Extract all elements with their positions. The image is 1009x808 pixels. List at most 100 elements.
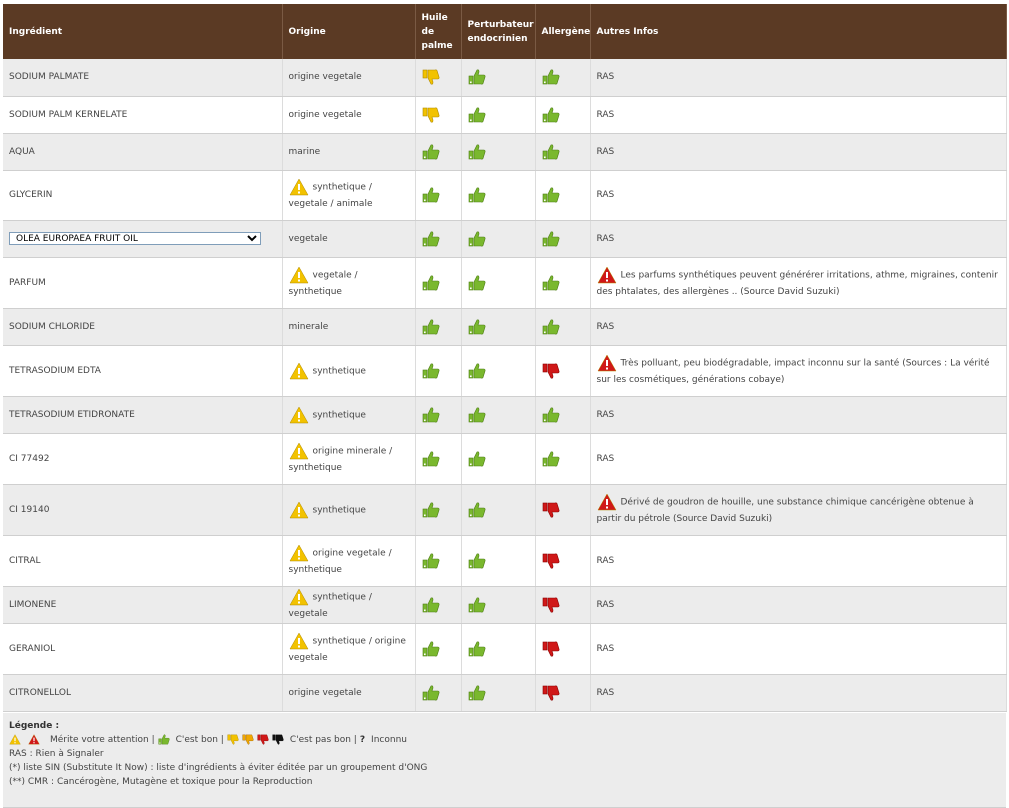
thumbs-up-icon xyxy=(542,450,560,466)
thumbs-up-icon xyxy=(422,187,440,203)
origine-text: origine vegetale / synthetique xyxy=(288,548,392,575)
thumbs-up-icon xyxy=(422,230,440,246)
thumbs-up-icon xyxy=(468,362,486,378)
ingredient-name: TETRASODIUM EDTA xyxy=(9,365,101,376)
table-row: LIMONENE synthetique / vegetale RAS xyxy=(3,586,1007,624)
autres-text: Très polluant, peu biodégradable, impact… xyxy=(596,358,990,385)
table-body: SODIUM PALMATE origine vegetale RAS SODIUM … xyxy=(3,59,1007,712)
allergene-cell xyxy=(535,433,591,485)
warning-yellow-icon xyxy=(289,543,313,561)
origine-text: origine vegetale xyxy=(288,72,362,83)
legend-title: Légende : xyxy=(9,721,60,731)
legend-bad: C'est pas bon | xyxy=(289,735,357,745)
perturbateur-cell xyxy=(461,433,536,485)
origine-cell: origine vegetale / synthetique xyxy=(282,535,416,587)
autres-text: RAS xyxy=(596,599,615,610)
warning-red-icon xyxy=(597,265,621,283)
ingredient-name: LIMONENE xyxy=(9,599,57,610)
autres-cell: RAS xyxy=(590,674,1007,712)
huile-cell xyxy=(415,396,462,434)
perturbateur-cell xyxy=(461,220,536,258)
perturbateur-cell xyxy=(461,308,536,346)
allergene-cell xyxy=(535,586,591,624)
header-allergene: Allergène xyxy=(535,4,591,59)
table-row: AQUA marine RAS xyxy=(3,133,1007,171)
table-row: SODIUM PALM KERNELATE origine vegetale RAS xyxy=(3,96,1007,134)
thumbs-up-icon xyxy=(422,143,440,159)
origine-cell: vegetale / synthetique xyxy=(282,257,416,309)
perturbateur-cell xyxy=(461,674,536,712)
allergene-cell xyxy=(535,396,591,434)
thumbs-up-icon xyxy=(422,684,440,700)
thumbs-down-icon xyxy=(542,685,560,701)
thumbs-up-icon xyxy=(422,362,440,378)
ingredient-cell: SODIUM PALMATE xyxy=(3,59,283,97)
huile-cell xyxy=(415,96,462,134)
warning-yellow-icon xyxy=(289,587,313,605)
huile-cell xyxy=(415,257,462,309)
autres-cell: RAS xyxy=(590,133,1007,171)
origine-text: synthetique / origine vegetale xyxy=(288,636,406,663)
autres-text: RAS xyxy=(596,321,615,332)
ingredient-name: TETRASODIUM ETIDRONATE xyxy=(9,409,135,420)
origine-cell: minerale xyxy=(282,308,416,346)
table-row: PARFUM vegetale / synthetique Les parfums … xyxy=(3,257,1007,309)
table-row: TETRASODIUM ETIDRONATE synthetique RAS xyxy=(3,396,1007,434)
allergene-cell xyxy=(535,96,591,134)
perturbateur-cell xyxy=(461,396,536,434)
origine-text: origine vegetale xyxy=(288,109,362,120)
autres-cell: RAS xyxy=(590,96,1007,134)
thumbs-up-icon xyxy=(468,552,486,568)
autres-text: RAS xyxy=(596,409,615,420)
origine-cell: marine xyxy=(282,133,416,171)
thumbs-down-icon xyxy=(542,502,560,518)
autres-text: RAS xyxy=(596,643,615,654)
thumbs-up-icon xyxy=(422,552,440,568)
ingredient-select[interactable]: OLEA EUROPAEA FRUIT OIL xyxy=(9,232,261,245)
warning-yellow-icon xyxy=(289,361,313,379)
ingredient-cell: PARFUM xyxy=(3,257,283,309)
allergene-cell xyxy=(535,674,591,712)
table-row: SODIUM PALMATE origine vegetale RAS xyxy=(3,59,1007,97)
legend-ras: RAS : Rien à Signaler xyxy=(9,749,104,759)
thumbs-down-icon xyxy=(422,107,440,123)
huile-cell xyxy=(415,484,462,536)
allergene-cell xyxy=(535,257,591,309)
ingredient-name: AQUA xyxy=(9,146,35,157)
autres-text: RAS xyxy=(596,109,615,120)
perturbateur-cell xyxy=(461,96,536,134)
warning-yellow-icon xyxy=(289,631,313,649)
autres-text: RAS xyxy=(596,233,615,244)
huile-cell xyxy=(415,133,462,171)
thumbs-up-icon xyxy=(468,684,486,700)
perturbateur-cell xyxy=(461,586,536,624)
allergene-cell xyxy=(535,170,591,221)
warning-yellow-icon xyxy=(289,405,313,423)
autres-cell: RAS xyxy=(590,396,1007,434)
ingredient-name: SODIUM PALM KERNELATE xyxy=(9,109,128,120)
allergene-cell xyxy=(535,59,591,97)
autres-text: RAS xyxy=(596,555,615,566)
autres-text: RAS xyxy=(596,146,615,157)
origine-text: synthetique / vegetale / animale xyxy=(288,182,373,210)
thumbs-up-icon xyxy=(542,406,560,422)
origine-cell: synthetique xyxy=(282,345,416,397)
huile-cell xyxy=(415,433,462,485)
warning-yellow-icon xyxy=(289,441,313,459)
origine-cell: vegetale xyxy=(282,220,416,258)
ingredient-cell: GERANIOL xyxy=(3,623,283,675)
warning-red-icon xyxy=(597,353,621,371)
allergene-cell xyxy=(535,220,591,258)
thumbs-up-icon xyxy=(422,501,440,517)
huile-cell xyxy=(415,674,462,712)
autres-text: Dérivé de goudron de houille, une substa… xyxy=(596,497,974,524)
thumbs-up-icon xyxy=(542,143,560,159)
huile-cell xyxy=(415,535,462,587)
thumbs-up-icon xyxy=(468,450,486,466)
ingredient-name: SODIUM CHLORIDE xyxy=(9,321,95,332)
thumbs-up-icon xyxy=(468,106,486,122)
ingredient-cell: OLEA EUROPAEA FRUIT OIL xyxy=(3,220,283,258)
thumbs-up-icon xyxy=(422,318,440,334)
ingredients-table: Ingrédient Origine Huile de palme Pertur… xyxy=(3,4,1007,712)
perturbateur-cell xyxy=(461,133,536,171)
